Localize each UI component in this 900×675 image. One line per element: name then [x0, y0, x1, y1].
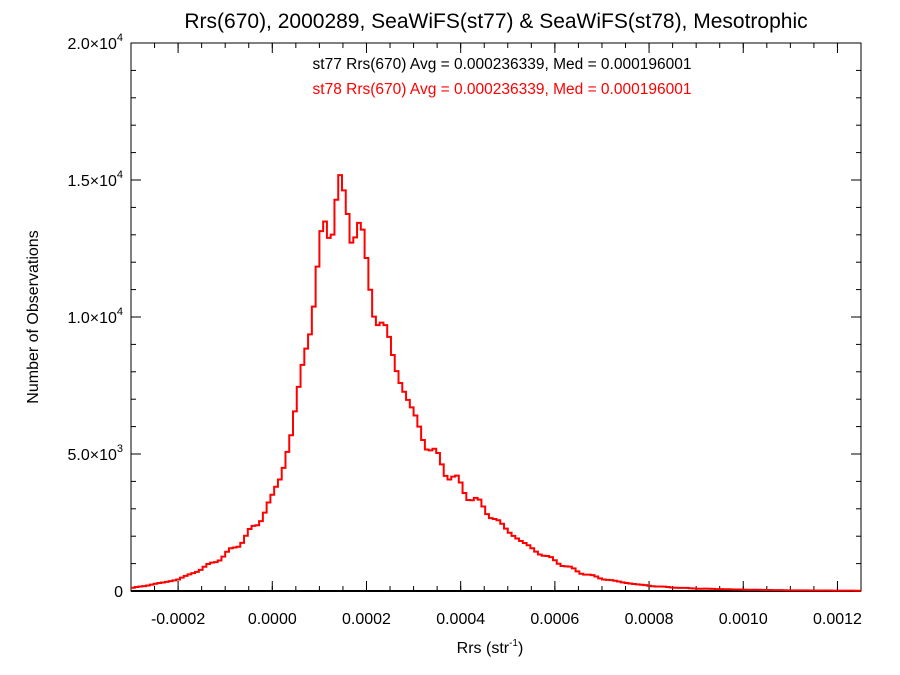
- st78-histogram-line: [131, 174, 861, 592]
- x-tick-label: 0.0006: [530, 611, 579, 628]
- plot-area: -0.0002 0.0000 0.0002 0.0004 0.0006 0.0008 0.0…: [67, 32, 862, 628]
- x-axis-label-tail: ): [518, 640, 523, 657]
- st78-stats-annotation: st78 Rrs(670) Avg = 0.000236339, Med = 0…: [313, 81, 692, 98]
- x-axis-label: Rrs (str-1): [457, 638, 524, 657]
- st77-stats-annotation: st77 Rrs(670) Avg = 0.000236339, Med = 0…: [313, 56, 692, 73]
- y-axis-label: Number of Observations: [25, 230, 42, 403]
- x-axis-label-superscript: -1: [509, 638, 518, 649]
- x-tick-label: 0.0008: [625, 611, 674, 628]
- x-tick-label: 0.0002: [342, 611, 391, 628]
- x-axis-label-base: Rrs (str: [457, 640, 510, 657]
- x-tick-label: 0.0012: [813, 611, 862, 628]
- y-tick-label: 2.0×104: [67, 32, 123, 53]
- y-tick-label: 1.0×104: [67, 306, 123, 327]
- x-tick-label: 0.0010: [719, 611, 768, 628]
- x-tick-label: 0.0004: [436, 611, 485, 628]
- plot-frame: [130, 42, 862, 592]
- x-tick-label: 0.0000: [248, 611, 297, 628]
- y-tick-label: 5.0×103: [67, 443, 123, 464]
- x-tick-label: -0.0002: [151, 611, 205, 628]
- y-tick-label: 1.5×104: [67, 169, 123, 190]
- chart-title: Rrs(670), 2000289, SeaWiFS(st77) & SeaWi…: [184, 10, 807, 33]
- y-tick-label: 0: [114, 584, 123, 601]
